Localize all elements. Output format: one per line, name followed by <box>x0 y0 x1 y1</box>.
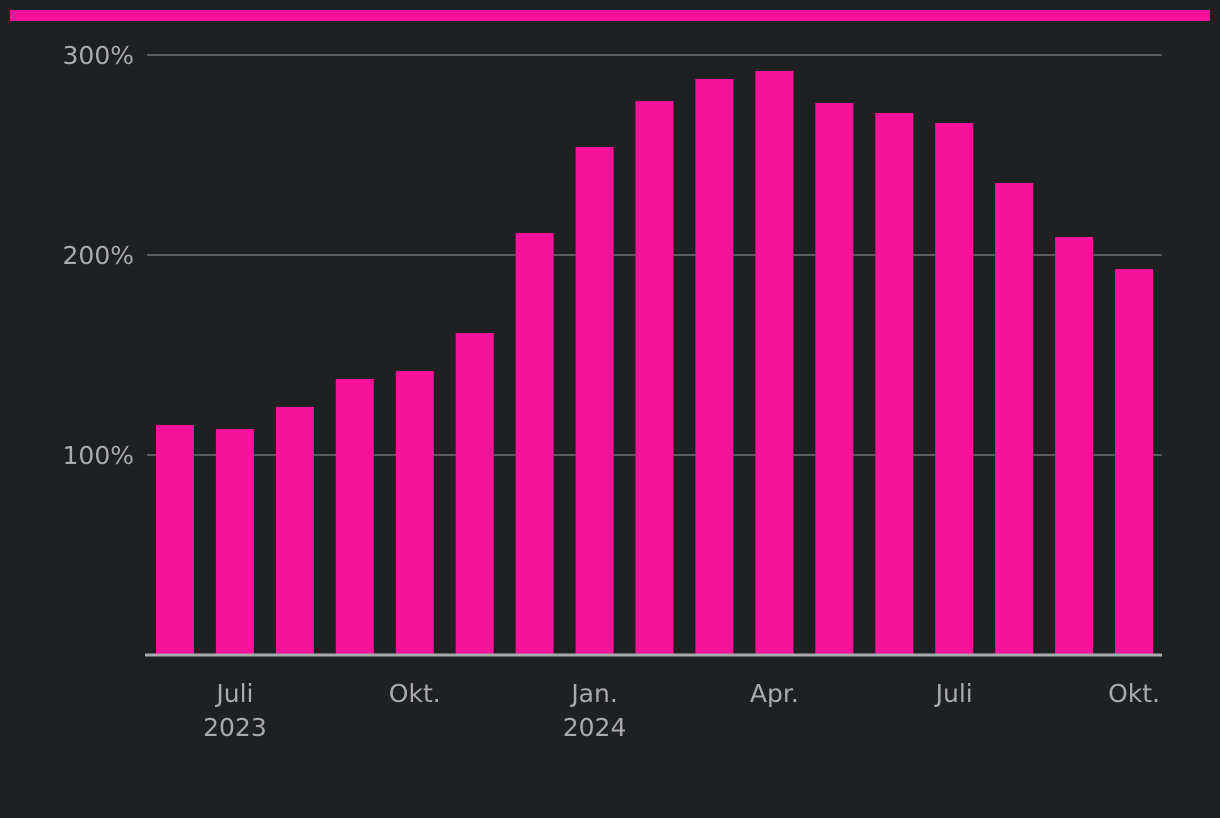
bars <box>156 71 1153 655</box>
accent-bar <box>10 10 1210 21</box>
x-tick-label: 2024 <box>563 713 627 742</box>
x-tick-label: Okt. <box>389 679 441 708</box>
y-tick-label: 200% <box>63 241 134 270</box>
y-tick-label: 100% <box>63 441 134 470</box>
y-tick-labels: 100% 200% 300% <box>63 41 134 470</box>
x-tick-label: Jan. <box>569 679 617 708</box>
bar-2023-09 <box>335 379 374 655</box>
bar-2023-11 <box>455 333 494 655</box>
bar-2024-10 <box>1115 269 1153 655</box>
x-tick-label: Juli <box>934 679 973 708</box>
bar-2023-12 <box>515 233 554 655</box>
bar-2024-02 <box>635 101 674 655</box>
bar-2024-09 <box>1055 237 1094 655</box>
x-tick-label: Apr. <box>750 679 799 708</box>
bar-2023-08 <box>275 407 314 655</box>
y-tick-label: 300% <box>63 41 134 70</box>
bar-2024-01 <box>575 147 614 655</box>
x-tick-label: Okt. <box>1108 679 1160 708</box>
bar-2023-07 <box>215 429 254 655</box>
x-tick-labels: Juli 2023 Okt. Jan. 2024 Apr. Juli Okt. <box>203 679 1160 742</box>
bar-2024-04 <box>755 71 794 655</box>
x-tick-label: 2023 <box>203 713 267 742</box>
bar-2024-08 <box>995 183 1034 655</box>
x-tick-label: Juli <box>214 679 253 708</box>
bar-2024-03 <box>695 79 734 655</box>
bar-2023-10 <box>395 371 434 655</box>
bar-2024-07 <box>935 123 974 655</box>
bar-2024-05 <box>815 103 854 655</box>
bar-2024-06 <box>875 113 914 655</box>
bar-2023-06 <box>156 425 194 655</box>
